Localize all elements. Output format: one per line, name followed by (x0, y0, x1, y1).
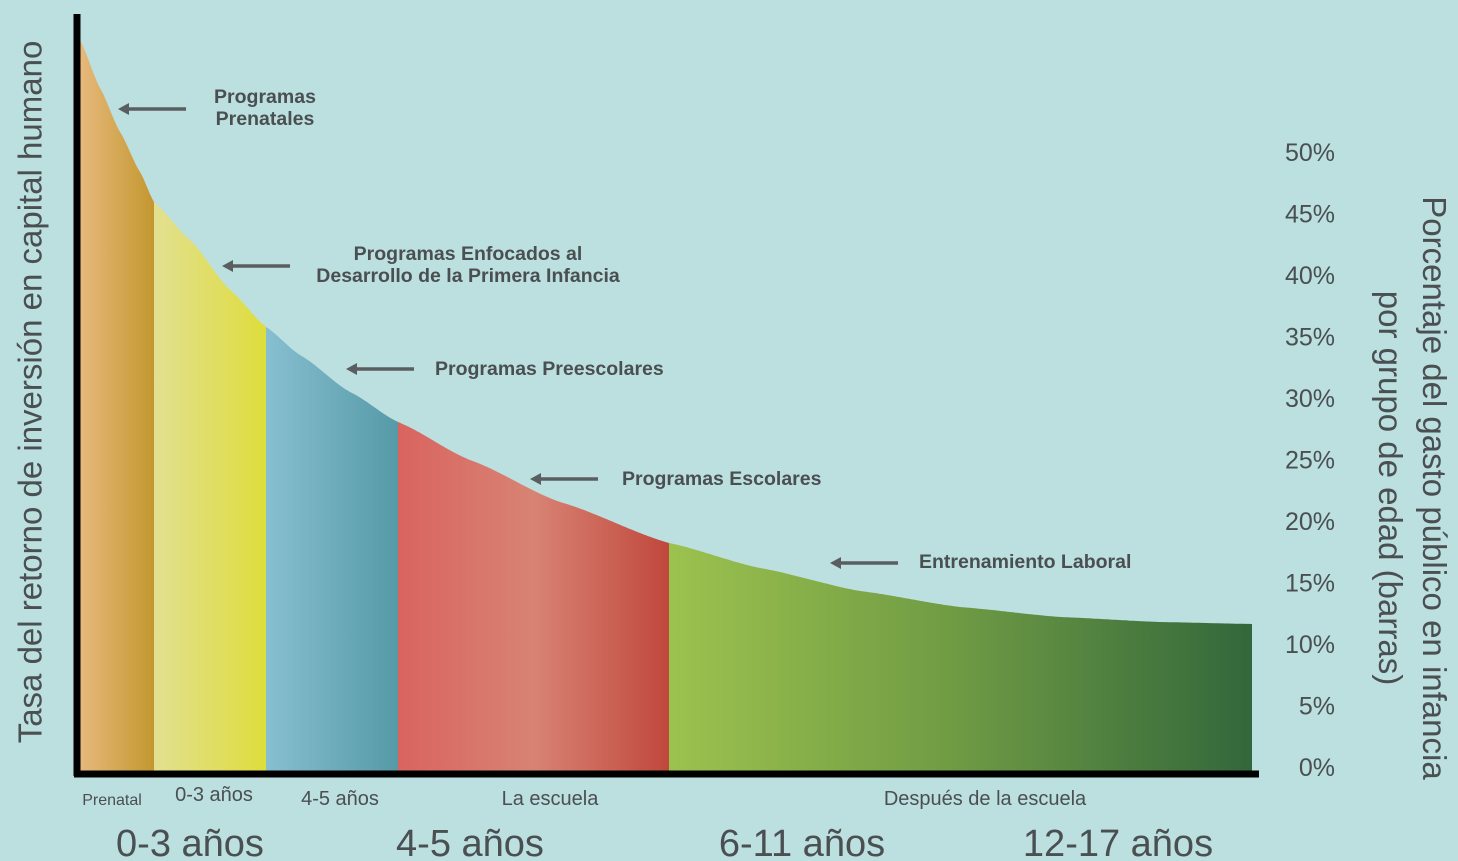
area-segment-3 (266, 327, 398, 771)
segment-labels: Prenatal 0-3 años 4-5 años La escuela Despué… (82, 784, 1087, 810)
annotation-arrow-head (530, 473, 541, 485)
curve-areas (80, 40, 1252, 771)
age-group-label: 4-5 años (396, 823, 544, 861)
annotation-arrow-head (118, 103, 129, 115)
right-axis-tick-label: 0% (1299, 754, 1335, 782)
right-axis-tick-label: 40% (1285, 262, 1335, 290)
annotation-arrow-head (222, 260, 233, 272)
annotation-arrow-head (346, 363, 357, 375)
right-axis-tick-label: 50% (1285, 139, 1335, 167)
right-axis-tick-label: 35% (1285, 324, 1335, 352)
annotation-label: Programas Escolares (622, 468, 822, 490)
right-axis-ticks: 0% 5% 10% 15% 20% 25% 30% 35% 40% 45% 50% (1285, 139, 1335, 782)
right-axis-tick-label: 5% (1299, 693, 1335, 721)
annotation-label: Programas Enfocados al (354, 243, 583, 265)
area-segment-5 (669, 543, 1252, 771)
age-group-labels: 0-3 años 4-5 años 6-11 años 12-17 años (116, 823, 1213, 861)
annotation-label: Entrenamiento Laboral (919, 551, 1131, 573)
age-group-label: 0-3 años (116, 823, 264, 861)
right-axis-tick-label: 10% (1285, 631, 1335, 659)
annotation-arrow-head (830, 557, 841, 569)
area-segment-4 (398, 422, 669, 771)
segment-label: 0-3 años (175, 784, 253, 806)
age-group-label: 6-11 años (719, 823, 885, 861)
annotation-label: Prenatales (216, 108, 315, 130)
right-axis-tick-label: 45% (1285, 201, 1335, 229)
annotation-label: Desarrollo de la Primera Infancia (316, 265, 620, 287)
segment-label: La escuela (502, 788, 600, 810)
right-axis-tick-label: 30% (1285, 385, 1335, 413)
y-axis-right-title-line-2: por grupo de edad (barras) (1372, 290, 1409, 686)
area-segment-2 (154, 202, 266, 771)
annotation-label: Programas Preescolares (435, 358, 664, 380)
annotation-label: Programas (214, 86, 316, 108)
right-axis-tick-label: 25% (1285, 447, 1335, 475)
segment-label: Después de la escuela (884, 788, 1087, 810)
y-axis-left-title: Tasa del retorno de inversión en capital… (11, 40, 49, 744)
y-axis-right-title-line-1: Porcentaje del gasto público en infancia (1416, 196, 1453, 780)
segment-label: Prenatal (82, 792, 142, 809)
right-axis-tick-label: 15% (1285, 570, 1335, 598)
y-axis-right-title: Porcentaje del gasto público en infancia… (1368, 196, 1456, 779)
right-axis-tick-label: 20% (1285, 508, 1335, 536)
age-group-label: 12-17 años (1023, 823, 1213, 861)
axes (73, 14, 1259, 778)
area-segment-1 (80, 40, 154, 771)
segment-label: 4-5 años (301, 788, 379, 810)
